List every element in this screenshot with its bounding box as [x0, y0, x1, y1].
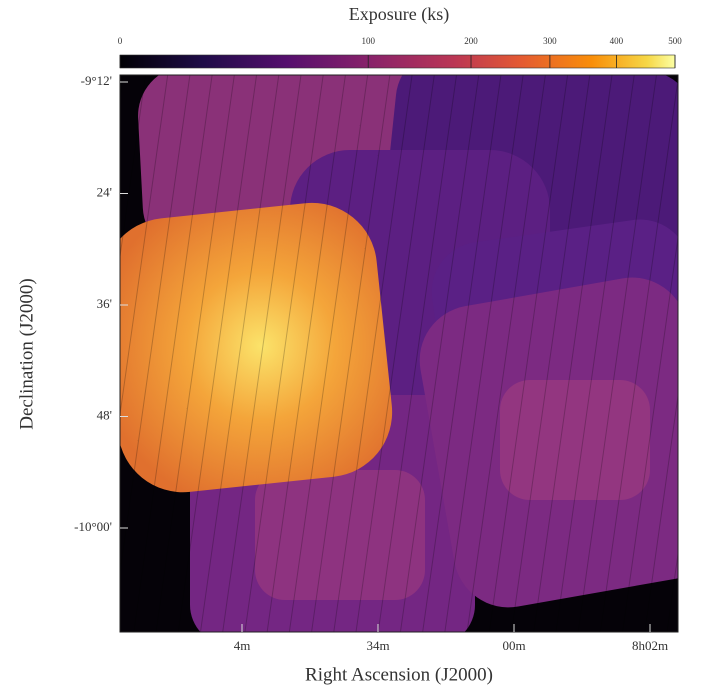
y-tick-label: -10°00'	[74, 519, 112, 534]
colorbar-tick-label: 200	[464, 36, 478, 46]
x-tick-label: 4m	[234, 638, 251, 653]
y-tick-label: -9°12'	[81, 73, 112, 88]
x-ticks: 4m 34m 00m 8h02m	[234, 624, 668, 653]
colorbar-tick-label: 300	[543, 36, 557, 46]
colorbar-ticks: 0 100 200 300 400 500	[118, 36, 682, 68]
x-tick-label: 00m	[502, 638, 525, 653]
colorbar-tick-label: 0	[118, 36, 123, 46]
colorbar-tick-label: 500	[668, 36, 682, 46]
y-tick-label: 48'	[97, 407, 112, 422]
plot-frame	[119, 74, 679, 633]
colorbar	[119, 54, 676, 69]
y-tick-label: 24'	[97, 184, 112, 199]
colorbar-title: Exposure (ks)	[349, 4, 449, 25]
x-axis-label: Right Ascension (J2000)	[305, 664, 493, 685]
y-tick-label: 36'	[97, 296, 112, 311]
colorbar-tick-label: 100	[361, 36, 375, 46]
exposure-map	[120, 75, 678, 632]
x-tick-label: 8h02m	[632, 638, 668, 653]
colorbar-tick-label: 400	[610, 36, 624, 46]
y-axis-label: Declination (J2000)	[16, 278, 37, 429]
x-tick-label: 34m	[366, 638, 389, 653]
y-ticks: -9°12' 24' 36' 48' -10°00'	[74, 73, 128, 534]
